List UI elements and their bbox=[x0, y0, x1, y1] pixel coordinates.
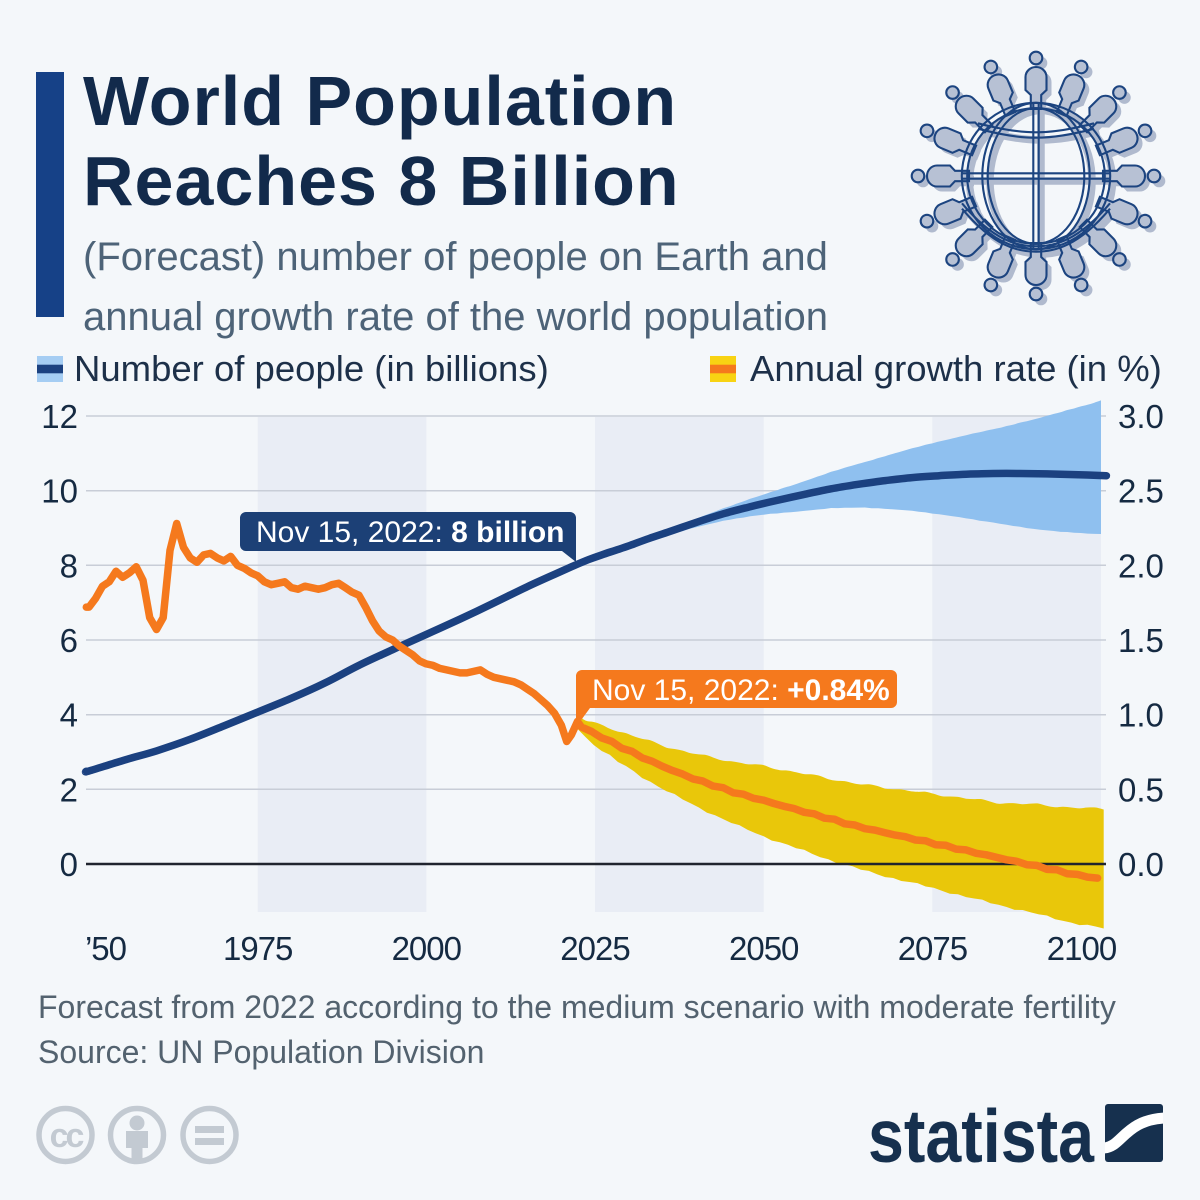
svg-text:6: 6 bbox=[60, 622, 78, 659]
svg-text:Nov 15, 2022: 8 billion: Nov 15, 2022: 8 billion bbox=[256, 516, 564, 549]
svg-text:statista: statista bbox=[868, 1094, 1095, 1178]
svg-text:0: 0 bbox=[60, 846, 78, 883]
svg-text:Annual growth rate (in %): Annual growth rate (in %) bbox=[750, 348, 1162, 389]
svg-text:3.0: 3.0 bbox=[1118, 398, 1164, 435]
svg-text:4: 4 bbox=[60, 697, 78, 734]
svg-text:0.0: 0.0 bbox=[1118, 846, 1164, 883]
svg-text:1.5: 1.5 bbox=[1118, 622, 1164, 659]
svg-text:cc: cc bbox=[50, 1117, 84, 1155]
svg-text:’50: ’50 bbox=[85, 930, 127, 967]
svg-text:12: 12 bbox=[41, 398, 78, 435]
svg-text:2000: 2000 bbox=[392, 930, 462, 967]
svg-text:Nov 15, 2022: +0.84%: Nov 15, 2022: +0.84% bbox=[592, 674, 890, 707]
svg-text:2050: 2050 bbox=[729, 930, 799, 967]
svg-text:2025: 2025 bbox=[560, 930, 629, 967]
svg-text:Number of people (in billions): Number of people (in billions) bbox=[74, 348, 549, 389]
svg-text:8: 8 bbox=[60, 547, 78, 584]
svg-text:2100: 2100 bbox=[1047, 930, 1117, 967]
svg-text:1975: 1975 bbox=[223, 930, 292, 967]
svg-text:10: 10 bbox=[41, 473, 78, 510]
svg-text:2075: 2075 bbox=[898, 930, 967, 967]
svg-text:1.0: 1.0 bbox=[1118, 697, 1164, 734]
svg-text:0.5: 0.5 bbox=[1118, 771, 1164, 808]
svg-text:2.5: 2.5 bbox=[1118, 473, 1164, 510]
svg-text:2: 2 bbox=[60, 771, 78, 808]
svg-text:2.0: 2.0 bbox=[1118, 547, 1164, 584]
